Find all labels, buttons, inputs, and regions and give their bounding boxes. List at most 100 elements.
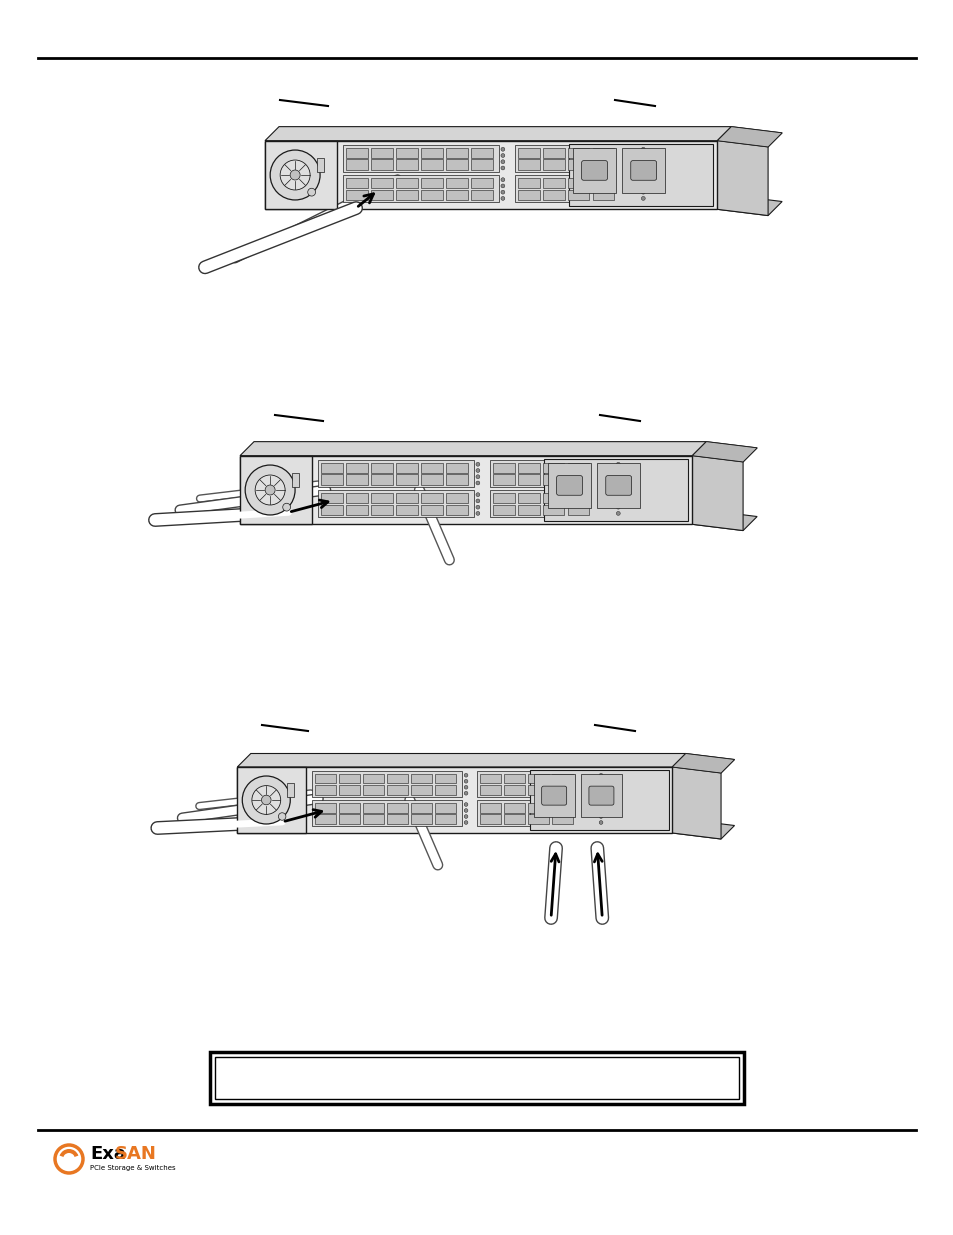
Bar (346, 474, 368, 484)
Circle shape (598, 779, 602, 783)
Bar (371, 178, 393, 188)
Circle shape (476, 493, 479, 496)
Circle shape (598, 792, 602, 795)
Text: PCIe Storage & Switches: PCIe Storage & Switches (90, 1165, 175, 1171)
Bar (411, 814, 432, 824)
Circle shape (476, 505, 479, 509)
Circle shape (270, 149, 320, 200)
Bar (237, 767, 306, 832)
Bar (321, 493, 342, 503)
Bar (597, 463, 639, 508)
Polygon shape (672, 753, 734, 773)
Bar (552, 774, 573, 783)
Polygon shape (717, 127, 781, 147)
Polygon shape (717, 141, 767, 216)
Circle shape (598, 773, 602, 777)
Circle shape (598, 820, 602, 825)
Circle shape (254, 475, 285, 505)
Circle shape (261, 795, 271, 805)
Bar (567, 190, 589, 200)
Bar (292, 473, 299, 487)
Bar (471, 190, 493, 200)
Bar (517, 493, 539, 503)
Bar (552, 785, 573, 795)
Bar (315, 814, 336, 824)
Bar (580, 774, 621, 818)
Bar (346, 505, 368, 515)
Bar (317, 459, 474, 487)
Bar (471, 178, 493, 188)
Circle shape (640, 159, 644, 164)
Bar (592, 178, 614, 188)
FancyBboxPatch shape (605, 475, 631, 495)
FancyBboxPatch shape (630, 161, 656, 180)
Bar (542, 505, 564, 515)
Polygon shape (717, 195, 781, 216)
Bar (479, 814, 500, 824)
Bar (533, 774, 575, 818)
Bar (569, 143, 713, 206)
Bar (411, 774, 432, 783)
Bar (321, 463, 342, 473)
Polygon shape (672, 753, 734, 773)
Bar (346, 190, 368, 200)
Bar (492, 474, 514, 484)
Bar (287, 783, 294, 797)
Polygon shape (692, 442, 757, 462)
Bar (346, 493, 368, 503)
Circle shape (598, 803, 602, 806)
Bar (542, 148, 564, 158)
Bar (514, 175, 639, 203)
Bar (371, 493, 393, 503)
Circle shape (476, 462, 479, 466)
Polygon shape (692, 442, 757, 462)
Bar (471, 148, 493, 158)
Bar (528, 785, 549, 795)
Bar (265, 141, 336, 209)
Bar (504, 774, 525, 783)
Bar (363, 785, 384, 795)
Circle shape (476, 474, 479, 479)
Bar (479, 785, 500, 795)
Bar (517, 505, 539, 515)
Circle shape (500, 147, 504, 151)
Polygon shape (717, 127, 781, 147)
Bar (479, 774, 500, 783)
Bar (573, 148, 616, 193)
Circle shape (476, 468, 479, 473)
Bar (395, 505, 417, 515)
Circle shape (464, 803, 467, 806)
Bar (492, 493, 514, 503)
Bar (371, 505, 393, 515)
Bar (445, 493, 467, 503)
Bar (339, 785, 360, 795)
Circle shape (290, 170, 300, 180)
FancyBboxPatch shape (588, 787, 614, 805)
Bar (517, 178, 539, 188)
Circle shape (464, 779, 467, 783)
Circle shape (616, 505, 619, 509)
Bar (621, 148, 664, 193)
Bar (592, 159, 614, 169)
Bar (592, 148, 614, 158)
Bar (489, 490, 614, 517)
Bar (542, 178, 564, 188)
Circle shape (598, 785, 602, 789)
Bar (528, 814, 549, 824)
Bar (315, 785, 336, 795)
Bar (435, 803, 456, 813)
Circle shape (63, 1153, 75, 1165)
Bar (435, 785, 456, 795)
Circle shape (464, 773, 467, 777)
Bar (339, 814, 360, 824)
Bar (312, 771, 462, 797)
Bar (592, 190, 614, 200)
Bar (420, 190, 442, 200)
Bar (363, 774, 384, 783)
Bar (567, 178, 589, 188)
Bar (479, 803, 500, 813)
Text: Exa: Exa (90, 1145, 126, 1163)
Bar (346, 148, 368, 158)
Circle shape (598, 809, 602, 813)
Bar (387, 785, 408, 795)
